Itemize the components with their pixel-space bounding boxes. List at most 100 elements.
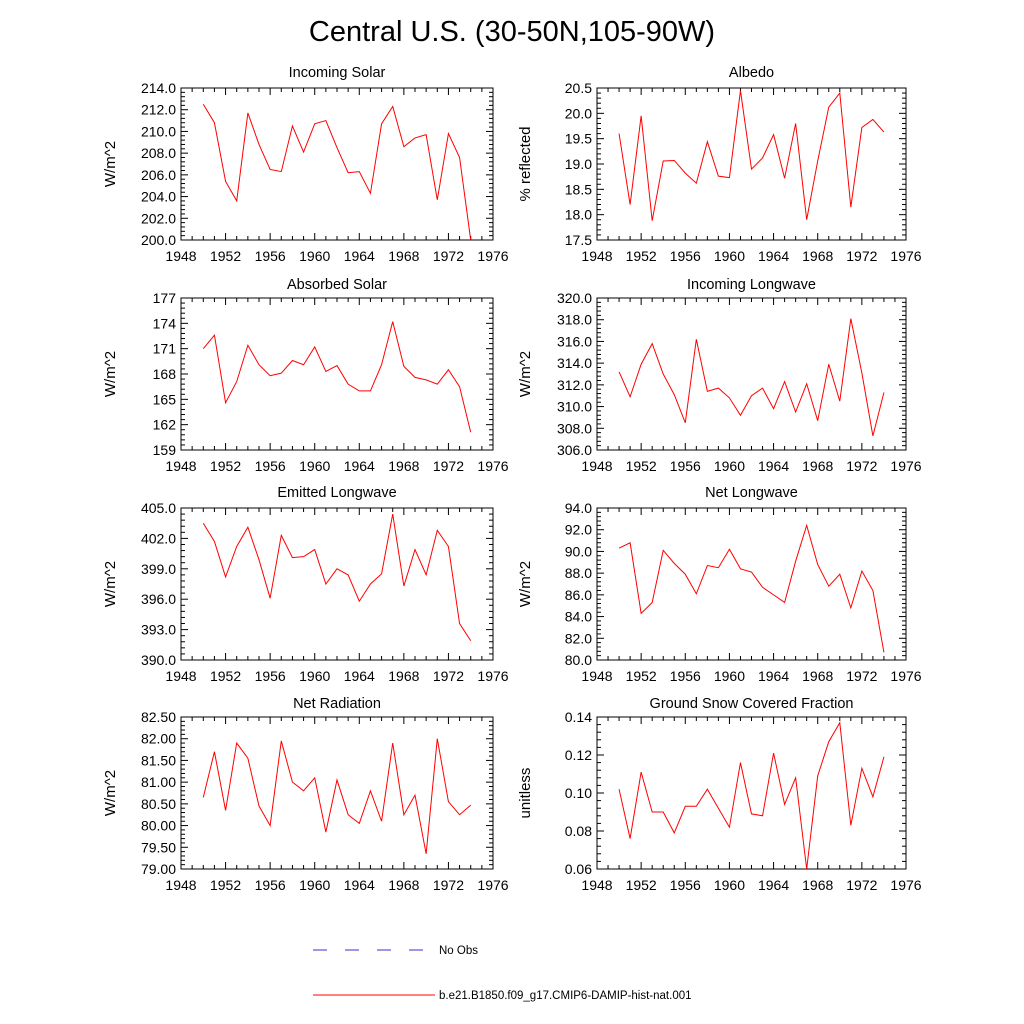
plot-frame xyxy=(180,87,494,241)
y-tick-label: 0.10 xyxy=(565,785,592,801)
y-tick-label: 212.0 xyxy=(141,102,176,118)
y-tick-label: 80.0 xyxy=(565,652,592,668)
figure-title: Central U.S. (30-50N,105-90W) xyxy=(309,16,715,48)
x-tick-label: 1976 xyxy=(477,668,508,684)
x-tick-label: 1956 xyxy=(670,458,701,474)
series-line xyxy=(202,513,472,642)
x-tick-label: 1964 xyxy=(344,668,375,684)
series-line xyxy=(618,318,885,437)
y-axis-label: W/m^2 xyxy=(102,770,119,816)
y-tick-label: 94.0 xyxy=(565,500,592,516)
x-tick-label: 1960 xyxy=(714,877,745,893)
panels-container: 1948 1952 1956 1960 1964 1968 1972 1976 200.0 202… xyxy=(102,65,922,893)
y-tick-label: 314.0 xyxy=(557,355,592,371)
x-tick-label: 1952 xyxy=(210,877,241,893)
x-tick-label: 1964 xyxy=(758,248,789,264)
plot-frame xyxy=(596,507,907,661)
x-tick-label: 1956 xyxy=(255,877,286,893)
y-axis-label: W/m^2 xyxy=(102,561,119,607)
y-tick-label: 159 xyxy=(153,442,177,458)
panel-title: Incoming Solar xyxy=(289,65,386,81)
series-line xyxy=(202,321,472,433)
y-tick-label: 202.0 xyxy=(141,210,176,226)
y-tick-label: 306.0 xyxy=(557,442,592,458)
y-tick-label: 0.12 xyxy=(565,747,592,763)
y-tick-label: 88.0 xyxy=(565,565,592,581)
y-tick-label: 0.14 xyxy=(565,709,592,725)
x-tick-label: 1964 xyxy=(344,248,375,264)
x-tick-label: 1952 xyxy=(210,248,241,264)
x-tick-label: 1948 xyxy=(581,877,612,893)
y-tick-label: 399.0 xyxy=(141,561,176,577)
y-tick-label: 174 xyxy=(153,315,177,331)
plot-frame xyxy=(596,716,907,870)
x-tick-label: 1964 xyxy=(758,668,789,684)
x-tick-label: 1952 xyxy=(626,248,657,264)
y-tick-label: 82.00 xyxy=(141,731,176,747)
x-tick-label: 1964 xyxy=(758,877,789,893)
y-tick-label: 90.0 xyxy=(565,543,592,559)
x-tick-label: 1968 xyxy=(388,668,419,684)
y-tick-label: 19.5 xyxy=(565,131,592,147)
x-tick-label: 1960 xyxy=(714,248,745,264)
x-tick-label: 1968 xyxy=(388,877,419,893)
panel-ground-snow-covered-fraction: 1948 1952 1956 1960 1964 1968 1972 1976 0.06 0.08… xyxy=(517,696,922,893)
y-tick-label: 18.0 xyxy=(565,207,592,223)
y-tick-label: 308.0 xyxy=(557,420,592,436)
x-tick-label: 1968 xyxy=(388,248,419,264)
y-axis-label: W/m^2 xyxy=(517,561,534,607)
x-tick-label: 1960 xyxy=(299,458,330,474)
y-tick-label: 18.5 xyxy=(565,181,592,197)
legend: No Obs b.e21.B1850.f09_g17.CMIP6-DAMIP-h… xyxy=(313,945,692,1002)
x-tick-label: 1956 xyxy=(255,248,286,264)
series-line xyxy=(202,738,472,854)
y-axis-label: W/m^2 xyxy=(102,351,119,397)
legend-label-model: b.e21.B1850.f09_g17.CMIP6-DAMIP-hist-nat… xyxy=(439,990,692,1002)
x-tick-label: 1948 xyxy=(581,248,612,264)
y-tick-label: 0.06 xyxy=(565,861,592,877)
y-tick-label: 82.0 xyxy=(565,630,592,646)
x-tick-label: 1976 xyxy=(890,458,921,474)
panel-incoming-longwave: 1948 1952 1956 1960 1964 1968 1972 1976 306.0 308… xyxy=(517,277,922,474)
legend-label-no-obs: No Obs xyxy=(439,945,478,957)
x-tick-label: 1952 xyxy=(626,668,657,684)
y-axis-label: W/m^2 xyxy=(102,141,119,187)
series-line xyxy=(618,90,885,221)
x-tick-label: 1948 xyxy=(165,458,196,474)
x-tick-label: 1976 xyxy=(477,877,508,893)
x-tick-label: 1972 xyxy=(433,248,464,264)
y-axis-label: unitless xyxy=(517,768,534,819)
x-tick-label: 1952 xyxy=(210,668,241,684)
y-tick-label: 80.00 xyxy=(141,818,176,834)
y-axis-label: % reflected xyxy=(517,126,534,201)
x-tick-label: 1972 xyxy=(433,877,464,893)
x-tick-label: 1976 xyxy=(890,668,921,684)
panel-incoming-solar: 1948 1952 1956 1960 1964 1968 1972 1976 200.0 202… xyxy=(102,65,509,264)
y-tick-label: 320.0 xyxy=(557,290,592,306)
panel-net-longwave: 1948 1952 1956 1960 1964 1968 1972 1976 80.0 82.0… xyxy=(517,485,922,684)
series-line xyxy=(618,523,885,653)
panel-title: Emitted Longwave xyxy=(277,485,396,501)
x-tick-label: 1956 xyxy=(670,877,701,893)
plot-frame xyxy=(596,87,907,241)
x-tick-label: 1976 xyxy=(477,248,508,264)
plot-frame xyxy=(180,297,494,451)
x-tick-label: 1976 xyxy=(890,248,921,264)
plot-frame xyxy=(596,297,907,451)
plot-frame xyxy=(180,716,494,870)
x-tick-label: 1948 xyxy=(165,877,196,893)
y-tick-label: 177 xyxy=(153,290,177,306)
panel-albedo: 1948 1952 1956 1960 1964 1968 1972 1976 17.5 18.0… xyxy=(517,65,922,264)
y-tick-label: 19.0 xyxy=(565,156,592,172)
y-tick-label: 396.0 xyxy=(141,591,176,607)
y-tick-label: 168 xyxy=(153,366,177,382)
y-tick-label: 402.0 xyxy=(141,530,176,546)
x-tick-label: 1960 xyxy=(714,458,745,474)
panel-absorbed-solar: 1948 1952 1956 1960 1964 1968 1972 1976 159 162 16… xyxy=(102,277,509,474)
y-tick-label: 162 xyxy=(153,417,177,433)
x-tick-label: 1956 xyxy=(255,458,286,474)
x-tick-label: 1964 xyxy=(344,877,375,893)
x-tick-label: 1948 xyxy=(165,668,196,684)
panel-title: Incoming Longwave xyxy=(687,277,816,293)
